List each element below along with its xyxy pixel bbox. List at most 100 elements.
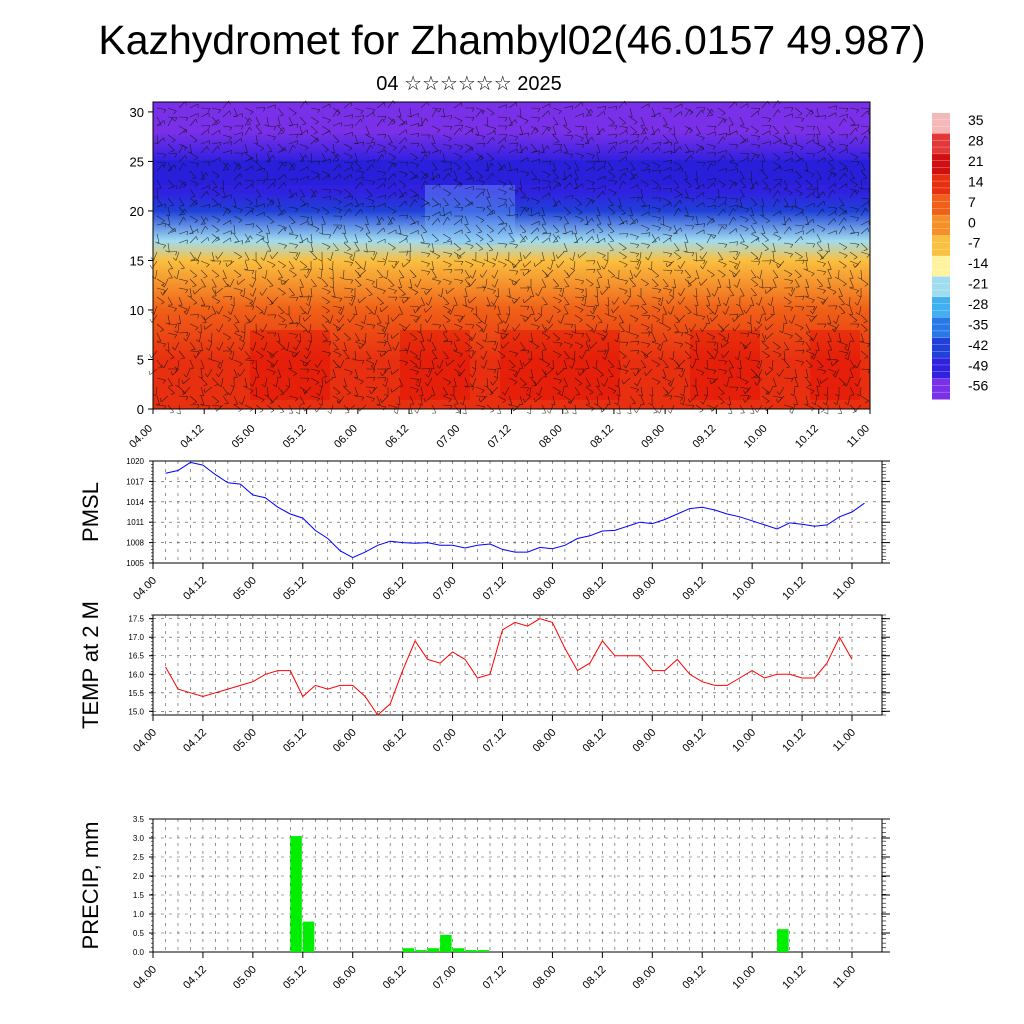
x-tick-label: 06.00 bbox=[331, 964, 359, 992]
x-tick-label: 10.12 bbox=[793, 423, 821, 451]
colorbar-label: -42 bbox=[968, 337, 988, 353]
y-tick-label: 16.5 bbox=[128, 652, 144, 661]
colorbar-swatch bbox=[932, 153, 950, 175]
x-tick-label: 09.00 bbox=[630, 727, 658, 755]
colorbar-label: 14 bbox=[968, 173, 984, 189]
temp-series-line bbox=[165, 618, 853, 716]
x-tick-label: 10.12 bbox=[780, 964, 808, 992]
x-tick-label: 04.00 bbox=[131, 575, 159, 603]
y-tick-label: 5 bbox=[137, 352, 144, 367]
x-tick-label: 08.12 bbox=[581, 727, 609, 755]
colorbar-swatch bbox=[932, 235, 950, 257]
colorbar-swatch bbox=[932, 358, 950, 380]
x-tick-label: 09.12 bbox=[680, 964, 708, 992]
y-tick-label: 3.0 bbox=[133, 834, 145, 843]
precip-bar bbox=[415, 950, 427, 952]
chart-subtitle: 04 ☆☆☆☆☆☆ 2025 bbox=[376, 73, 562, 95]
x-tick-label: 04.12 bbox=[181, 964, 209, 992]
x-tick-label: 08.00 bbox=[531, 727, 559, 755]
pmsl-frame bbox=[152, 460, 883, 564]
y-tick-label: 1.0 bbox=[133, 910, 145, 919]
x-tick-label: 06.00 bbox=[332, 423, 360, 451]
x-tick-label: 07.00 bbox=[434, 423, 462, 451]
x-tick-label: 06.00 bbox=[331, 575, 359, 603]
x-tick-label: 05.12 bbox=[281, 423, 309, 451]
colorbar-label: -49 bbox=[968, 357, 988, 373]
y-tick-label: 0.0 bbox=[133, 948, 145, 957]
x-tick-label: 07.00 bbox=[431, 575, 459, 603]
precip-bar bbox=[465, 950, 477, 952]
x-tick-label: 05.00 bbox=[231, 575, 259, 603]
y-tick-label: 16.0 bbox=[128, 670, 144, 679]
temp-ylabel: TEMP at 2 M bbox=[78, 601, 103, 729]
colorbar-swatch bbox=[932, 174, 950, 196]
temp-grid bbox=[152, 615, 882, 715]
heatmap-field bbox=[153, 102, 870, 409]
y-tick-label: 1.5 bbox=[133, 891, 145, 900]
colorbar-label: 28 bbox=[968, 133, 984, 149]
y-tick-label: 0 bbox=[137, 402, 144, 417]
x-tick-label: 05.12 bbox=[281, 575, 309, 603]
x-tick-label: 11.00 bbox=[845, 423, 872, 450]
colorbar-swatch bbox=[932, 296, 950, 318]
x-tick-label: 04.12 bbox=[181, 575, 209, 603]
colorbar-label: 35 bbox=[968, 112, 984, 128]
y-tick-label: 0.5 bbox=[133, 929, 145, 938]
x-tick-label: 05.12 bbox=[281, 727, 309, 755]
colorbar-label: 0 bbox=[968, 214, 976, 230]
precip-bar bbox=[402, 948, 415, 952]
x-tick-label: 07.12 bbox=[486, 423, 514, 451]
x-tick-label: 06.00 bbox=[331, 727, 359, 755]
x-tick-label: 10.00 bbox=[742, 423, 770, 451]
x-tick-label: 10.12 bbox=[780, 575, 808, 603]
x-tick-label: 04.00 bbox=[131, 727, 159, 755]
x-tick-label: 05.00 bbox=[230, 423, 258, 451]
precip-bar bbox=[427, 948, 440, 952]
colorbar-swatch bbox=[932, 215, 950, 237]
x-tick-label: 07.12 bbox=[481, 727, 509, 755]
x-tick-label: 08.12 bbox=[581, 964, 609, 992]
y-tick-label: 3.5 bbox=[133, 815, 145, 824]
precip-bar bbox=[290, 836, 302, 952]
y-tick-label: 1008 bbox=[126, 539, 144, 548]
x-tick-label: 10.12 bbox=[780, 727, 808, 755]
y-tick-label: 2.0 bbox=[133, 872, 145, 881]
colorbar-label: -28 bbox=[968, 296, 988, 312]
colorbar-swatch bbox=[932, 113, 950, 134]
colorbar-swatch bbox=[932, 194, 950, 216]
pmsl-grid bbox=[152, 460, 882, 564]
y-tick-label: 25 bbox=[130, 154, 144, 169]
x-tick-label: 06.12 bbox=[381, 964, 409, 992]
heatmap-texture bbox=[153, 160, 870, 400]
colorbar-swatch bbox=[932, 276, 950, 298]
x-tick-label: 07.00 bbox=[431, 964, 459, 992]
x-tick-label: 09.12 bbox=[680, 727, 708, 755]
x-tick-label: 06.12 bbox=[383, 423, 411, 451]
chart-title: Kazhydromet for Zhambyl02(46.0157 49.987… bbox=[98, 17, 926, 63]
colorbar-label: -56 bbox=[968, 378, 988, 394]
colorbar-swatch bbox=[932, 337, 950, 359]
precip-bar bbox=[302, 921, 315, 952]
x-tick-label: 11.00 bbox=[831, 727, 858, 754]
x-tick-label: 11.00 bbox=[831, 575, 858, 602]
colorbar-label: 21 bbox=[968, 153, 984, 169]
x-tick-label: 07.12 bbox=[481, 575, 509, 603]
precip-bar bbox=[477, 950, 489, 952]
y-tick-label: 1011 bbox=[127, 518, 145, 527]
precip-ylabel: PRECIP, mm bbox=[78, 822, 103, 950]
x-tick-label: 04.12 bbox=[178, 423, 206, 451]
y-tick-label: 1020 bbox=[126, 457, 144, 466]
x-tick-label: 09.00 bbox=[639, 423, 667, 451]
colorbar-label: -7 bbox=[968, 235, 981, 251]
x-tick-label: 10.00 bbox=[730, 575, 758, 603]
precip-frame bbox=[152, 818, 883, 953]
pmsl-ylabel: PMSL bbox=[78, 482, 103, 542]
colorbar-label: -21 bbox=[968, 276, 988, 292]
colorbar-label: 7 bbox=[968, 194, 976, 210]
x-tick-label: 09.12 bbox=[691, 423, 719, 451]
x-tick-label: 04.12 bbox=[181, 727, 209, 755]
y-tick-label: 17.0 bbox=[128, 633, 144, 642]
y-tick-label: 20 bbox=[130, 204, 144, 219]
x-tick-label: 06.12 bbox=[381, 727, 409, 755]
